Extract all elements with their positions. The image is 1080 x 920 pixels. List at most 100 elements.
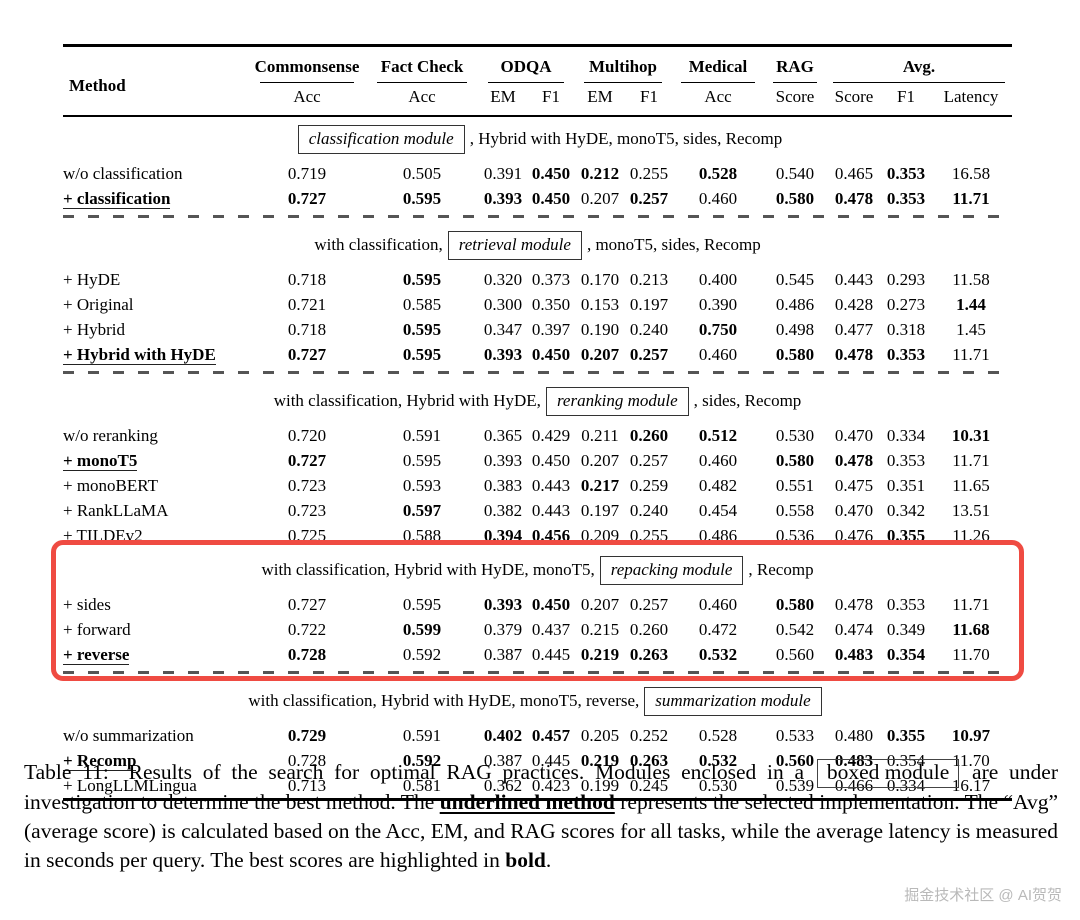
value-cell: 0.592: [402, 750, 442, 770]
value-cell: 0.207: [580, 344, 620, 364]
value-cell: 0.153: [580, 294, 620, 314]
group-underline-rule: [681, 82, 755, 83]
value-cell: 0.465: [834, 163, 874, 183]
value-cell: 0.211: [581, 425, 619, 445]
value-cell: 0.393: [483, 344, 523, 364]
column-subheader: Latency: [943, 87, 999, 106]
value-cell: 11.70: [952, 644, 990, 664]
value-cell: 0.750: [698, 319, 738, 339]
value-cell: 0.259: [629, 475, 669, 495]
value-cell: 1.45: [956, 319, 986, 339]
value-cell: 0.478: [834, 344, 874, 364]
value-cell: 0.215: [580, 619, 620, 639]
value-cell: 1.44: [956, 294, 986, 314]
value-cell: 0.466: [834, 775, 874, 795]
value-cell: 0.394: [483, 525, 523, 545]
column-group-label: Avg.: [902, 57, 936, 76]
value-cell: 0.390: [698, 294, 738, 314]
results-table-area: Method Commonsense Fact Check ODQA Multihop M…: [51, 44, 1024, 801]
column-group-label: RAG: [776, 57, 814, 76]
table-row: + forward 0.722 0.599 0.379 0.437 0.215 0.260 0…: [63, 617, 1012, 642]
selected-method-label: + classification: [63, 188, 171, 209]
value-cell: 0.482: [698, 475, 738, 495]
module-box: retrieval module: [447, 231, 582, 260]
value-cell: 0.190: [580, 319, 620, 339]
value-cell: 0.580: [775, 344, 815, 364]
column-group-medical: Medical: [672, 46, 764, 83]
value-cell: 0.532: [698, 750, 738, 770]
selected-method-label: + reverse: [63, 644, 130, 665]
caption-text-3: represents the selected implementation. …: [24, 789, 1059, 872]
value-cell: 0.207: [580, 450, 620, 470]
value-cell: 0.240: [629, 319, 669, 339]
value-cell: 0.443: [531, 500, 571, 520]
value-cell: 0.353: [886, 450, 926, 470]
group-underline-rule: [833, 82, 1005, 83]
section-config-post: , sides, Recomp: [693, 391, 802, 410]
value-cell: 0.212: [580, 163, 620, 183]
section-config-pre: with classification, Hybrid with HyDE,: [273, 391, 541, 410]
value-cell: 0.353: [886, 188, 926, 208]
value-cell: 0.725: [287, 525, 327, 545]
caption-text-1: Results of the search for optimal RAG pr…: [128, 760, 805, 784]
caption-bold-word: bold: [505, 847, 546, 872]
value-cell: 0.460: [698, 594, 738, 614]
value-cell: 0.350: [531, 294, 571, 314]
value-cell: 0.219: [580, 644, 620, 664]
underlined-method-example: underlined method: [439, 789, 615, 814]
column-subheader: Acc: [704, 87, 732, 106]
module-box: summarization module: [644, 687, 822, 716]
section-config-pre: with classification, Hybrid with HyDE, m…: [248, 691, 640, 710]
group-underline-rule: [377, 82, 467, 83]
value-cell: 0.457: [531, 725, 571, 745]
section-config-post: , Recomp: [748, 560, 814, 579]
value-cell: 0.273: [886, 294, 926, 314]
column-group-label: ODQA: [500, 57, 552, 76]
watermark: 掘金技术社区 @ AI贺贺: [904, 887, 1062, 904]
value-cell: 0.353: [886, 594, 926, 614]
dashed-separator-row: [63, 667, 1013, 679]
value-cell: 0.591: [402, 725, 442, 745]
value-cell: 0.536: [775, 525, 815, 545]
value-cell: 16.17: [951, 775, 991, 795]
value-cell: 0.170: [580, 269, 620, 289]
table-section-3: with classification, Hybrid with HyDE, m…: [63, 548, 1013, 679]
column-subheader: Score: [834, 87, 874, 106]
value-cell: 0.498: [775, 319, 815, 339]
value-cell: 0.402: [483, 725, 523, 745]
value-cell: 0.729: [287, 725, 327, 745]
value-cell: 0.477: [834, 319, 874, 339]
value-cell: 10.97: [951, 725, 991, 745]
table-section-2: with classification, Hybrid with HyDE, re…: [63, 379, 1012, 548]
section-config-post: , monoT5, sides, Recomp: [586, 235, 761, 254]
value-cell: 11.26: [952, 525, 990, 545]
method-cell: + Hybrid: [63, 319, 125, 339]
value-cell: 0.428: [834, 294, 874, 314]
value-cell: 0.588: [402, 525, 442, 545]
section-header-row: with classification, Hybrid with HyDE, m…: [63, 679, 1012, 723]
dashed-rule: [63, 371, 1013, 374]
value-cell: 0.373: [531, 269, 571, 289]
section-config-pre: with classification,: [314, 235, 443, 254]
value-cell: 0.454: [698, 500, 738, 520]
section-config-pre: with classification, Hybrid with HyDE, m…: [261, 560, 595, 579]
value-cell: 0.528: [698, 725, 738, 745]
value-cell: 0.257: [629, 188, 669, 208]
column-group-rag: RAG: [764, 46, 826, 83]
method-cell: + monoBERT: [63, 475, 158, 495]
method-cell: w/o classification: [63, 163, 183, 183]
value-cell: 0.257: [629, 594, 669, 614]
value-cell: 0.263: [629, 644, 669, 664]
value-cell: 0.318: [886, 319, 926, 339]
table-row: + HyDE 0.718 0.595 0.320 0.373 0.170 0.213 0.40…: [63, 267, 1012, 292]
value-cell: 0.207: [580, 188, 620, 208]
module-box: classification module: [297, 125, 465, 154]
table-row: + classification 0.727 0.595 0.393 0.450 0.20…: [63, 186, 1012, 211]
value-cell: 0.585: [402, 294, 442, 314]
value-cell: 0.560: [775, 750, 815, 770]
value-cell: 0.450: [531, 163, 571, 183]
value-cell: 0.365: [483, 425, 523, 445]
column-group-label: Fact Check: [380, 57, 464, 76]
value-cell: 0.580: [775, 188, 815, 208]
value-cell: 0.599: [402, 619, 442, 639]
